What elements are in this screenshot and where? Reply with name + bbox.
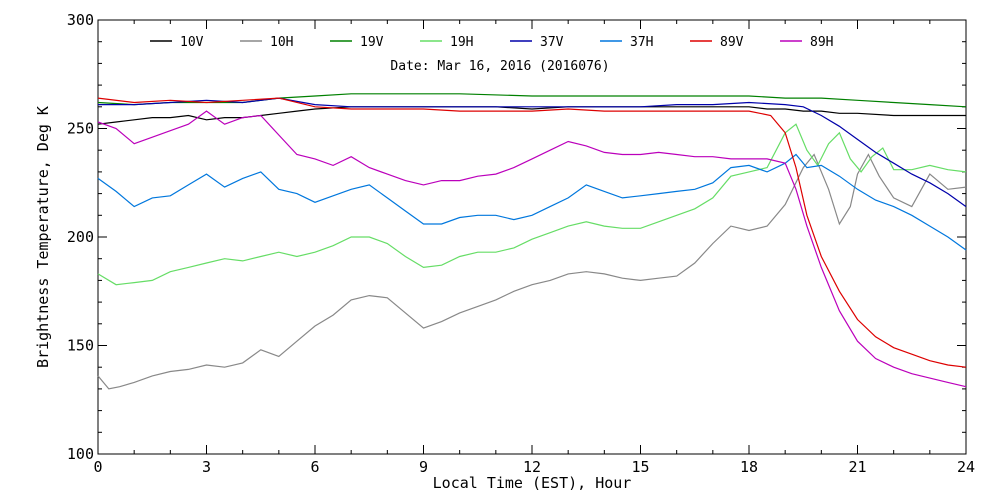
plot-frame xyxy=(97,19,967,455)
series-line-19v xyxy=(97,93,967,108)
series-line-89v xyxy=(97,97,967,368)
x-tick-label: 18 xyxy=(740,458,758,476)
legend-label-10v: 10V xyxy=(180,35,204,50)
y-tick-label: 150 xyxy=(67,337,94,355)
series-line-37h xyxy=(97,153,967,251)
series-line-89h xyxy=(97,110,967,388)
legend-label-89h: 89H xyxy=(810,35,833,50)
x-tick-label: 9 xyxy=(419,458,428,476)
y-axis-label: Brightness Temperature, Deg K xyxy=(34,106,52,368)
legend-label-10h: 10H xyxy=(270,35,293,50)
legend-label-19h: 19H xyxy=(450,35,473,50)
series-lines xyxy=(97,93,967,390)
legend-label-37v: 37V xyxy=(540,35,564,50)
date-annotation: Date: Mar 16, 2016 (2016076) xyxy=(390,59,609,74)
y-tick-label: 300 xyxy=(67,11,94,29)
series-line-19h xyxy=(97,123,967,286)
x-tick-label: 12 xyxy=(523,458,541,476)
x-tick-label: 15 xyxy=(631,458,649,476)
legend-label-19v: 19V xyxy=(360,35,384,50)
y-tick-label: 250 xyxy=(67,120,94,138)
legend-label-37h: 37H xyxy=(630,35,653,50)
x-tick-label: 24 xyxy=(957,458,975,476)
x-tick-label: 21 xyxy=(848,458,866,476)
series-line-10h xyxy=(97,153,967,390)
legend: 10V 10H 19V 19H 37V 37H 89V 89H xyxy=(150,35,833,50)
x-axis-label: Local Time (EST), Hour xyxy=(433,474,632,492)
series-line-37v xyxy=(98,97,967,208)
legend-label-89v: 89V xyxy=(720,35,744,50)
y-tick-label: 200 xyxy=(67,228,94,246)
x-tick-label: 0 xyxy=(93,458,102,476)
axis-ticks: 0 3 6 9 12 15 18 21 24 100 150 200 250 300 xyxy=(67,11,975,476)
x-tick-label: 3 xyxy=(202,458,211,476)
y-tick-label: 100 xyxy=(67,445,94,463)
x-tick-label: 6 xyxy=(310,458,319,476)
series-line-10v xyxy=(97,106,966,125)
